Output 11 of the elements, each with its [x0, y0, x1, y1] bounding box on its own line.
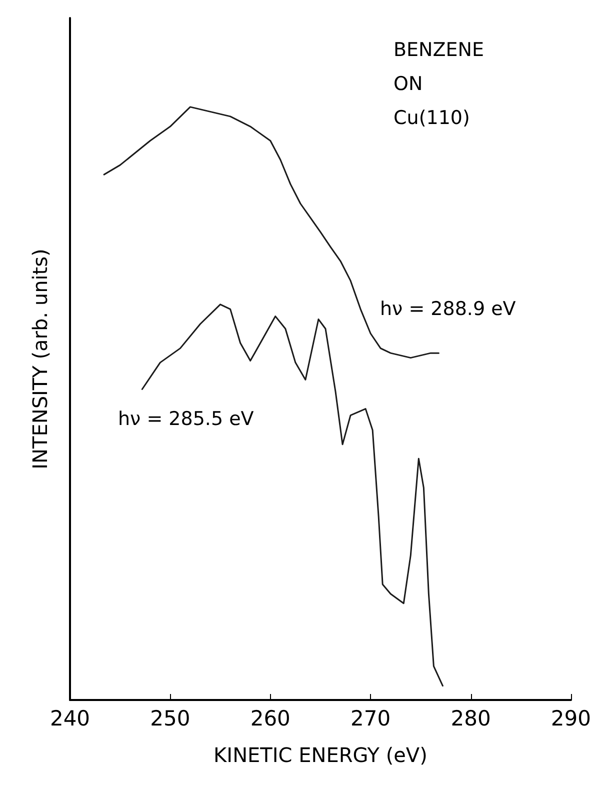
annotation: BENZENE ON Cu(110)	[394, 39, 484, 129]
x-tick-label: 250	[150, 706, 190, 730]
x-tick-label: 240	[50, 706, 90, 730]
x-tick-label: 270	[350, 706, 391, 730]
y-axis-title: INTENSITY (arb. units)	[28, 248, 52, 470]
annotation: hν = 285.5 eV	[118, 408, 254, 430]
annotation: hν = 288.9 eV	[380, 298, 516, 320]
x-tick-label: 280	[450, 706, 491, 730]
x-tick-label: 260	[250, 706, 290, 730]
x-axis-title: KINETIC ENERGY (eV)	[214, 743, 428, 767]
x-tick-label: 290	[550, 706, 592, 730]
